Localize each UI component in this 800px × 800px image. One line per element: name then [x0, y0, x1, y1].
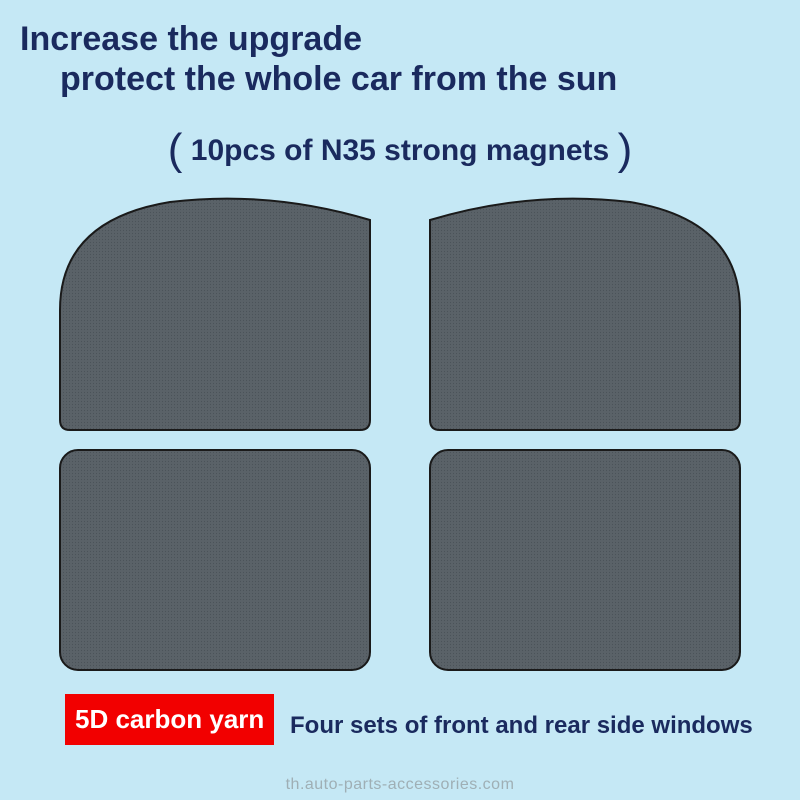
subheading-text: 10pcs of N35 strong magnets — [191, 134, 609, 167]
watermark: th.auto-parts-accessories.com — [0, 776, 800, 794]
paren-left: ( — [168, 125, 183, 174]
paren-right: ) — [618, 125, 633, 174]
front-left-window-shade — [60, 199, 370, 430]
window-shades-diagram — [50, 190, 750, 680]
heading-line-1: Increase the upgrade — [20, 20, 362, 59]
subheading: ( 10pcs of N35 strong magnets ) — [0, 125, 800, 175]
feature-badge: 5D carbon yarn — [65, 694, 274, 745]
footer-description: Four sets of front and rear side windows — [290, 712, 753, 740]
rear-right-window-shade — [430, 450, 740, 670]
front-right-window-shade — [430, 199, 740, 430]
heading-line-2: protect the whole car from the sun — [60, 60, 617, 99]
rear-left-window-shade — [60, 450, 370, 670]
